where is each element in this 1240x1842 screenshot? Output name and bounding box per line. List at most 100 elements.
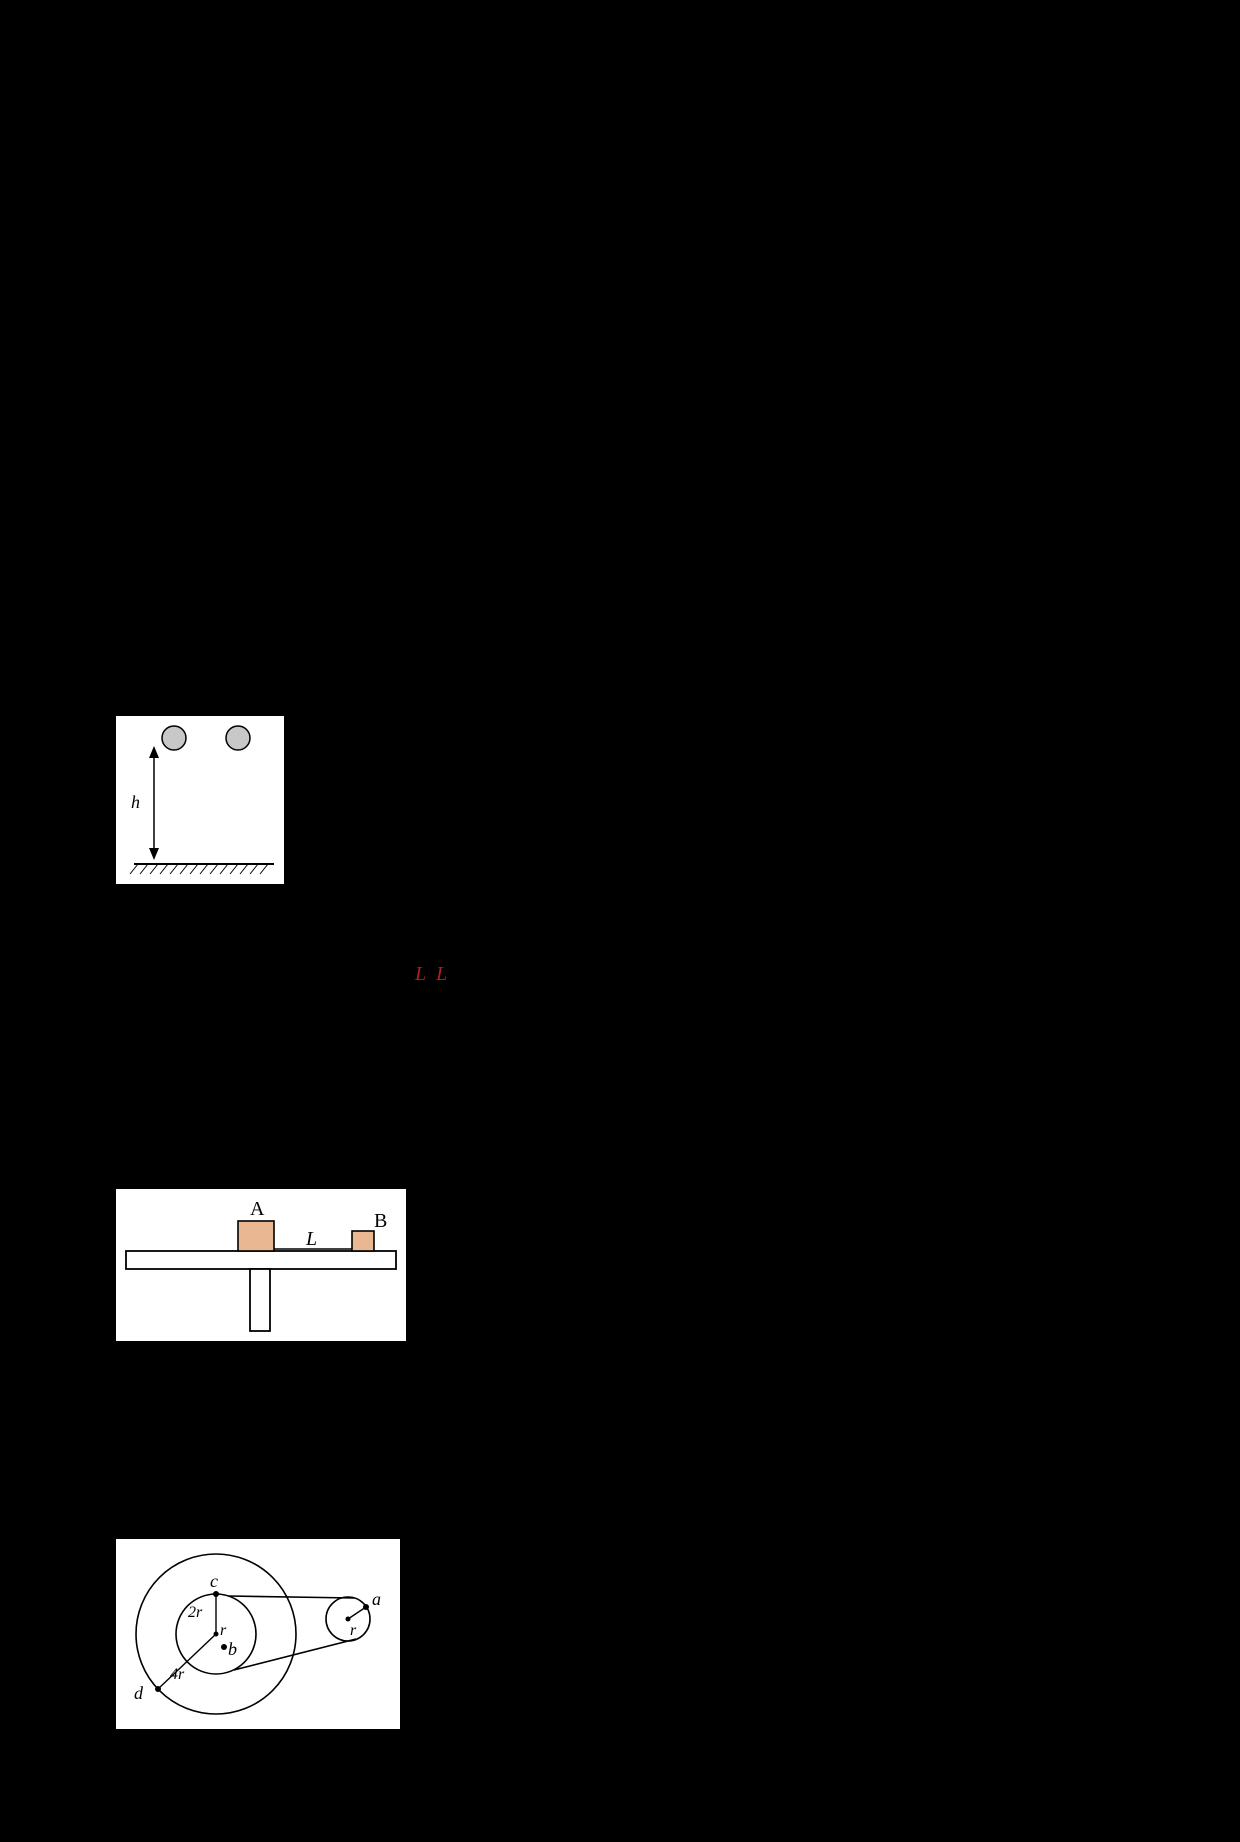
- q11-options: A．1∶2∶4 B．2∶1∶4 C．1∶2∶8 D．4∶2∶1: [115, 1420, 1125, 1496]
- q11-a1: a: [536, 1358, 546, 1380]
- q8-answer: 【答案】AC: [115, 523, 1125, 555]
- q7-options: A．上升过程是减速过程，加速度越来越小；下降过程是加速运动，加速度越来越大 B．…: [115, 175, 1125, 327]
- q8-text: 8．某一时刻 a、b 两物体以不同的速度经过某一点，并沿同一方向做匀加速直线运动…: [115, 377, 1125, 439]
- q10-opt-d: D．B 沿半径方向、远离圆心做离心运动，A 仍随圆盘一起做圆周运动，同时所受摩擦…: [115, 1108, 1125, 1146]
- q11-o1: O₁: [414, 1358, 435, 1380]
- q7-stem: 关于竖直上抛运动，下列说法正确的是（ ）: [145, 144, 545, 166]
- q9-opt-b: B．2s: [368, 635, 621, 673]
- q9-opt-c: C．3s: [620, 635, 873, 673]
- q10-answer-value: D: [195, 1155, 209, 1177]
- label-4r-icon: 4r: [170, 1666, 185, 1683]
- q10-figure-svg: A B L: [116, 1189, 406, 1341]
- question-7: 7．关于竖直上抛运动，下列说法正确的是（ ） A．上升过程是减速过程，加速度越来…: [115, 140, 1125, 363]
- q11-answer-label: 【答案】: [115, 1505, 195, 1527]
- q10-stem-dot: ,: [426, 963, 436, 985]
- q9-text: 9．从同一高度同时以 20 m/s 的速度抛出两小球，一球竖直上抛，另一球竖直下…: [115, 569, 1125, 631]
- q11-2r: 2r: [115, 1389, 133, 1411]
- q8-options: A．a、b 两物体速度之差保持不变 B．a、b 两物体速度之差与时间成正比 C．…: [115, 443, 1125, 519]
- q9-figure-svg: h: [116, 716, 284, 884]
- q8-opt-a: A．a、b 两物体速度之差保持不变: [115, 443, 620, 481]
- q11-t10: ，: [587, 1389, 607, 1411]
- q11-d: d: [765, 1358, 775, 1380]
- q11-opt-a: A．1∶2∶4: [115, 1420, 620, 1458]
- label-d-icon: d: [134, 1683, 144, 1703]
- q10-options: A．两物体均沿切线方向滑动 B．两物体均沿半径方向做远离圆心的运动 C．B 沿半…: [115, 994, 1125, 1146]
- q10-L-1: L: [415, 963, 426, 985]
- q7-opt-d: D．无论在上升过程、下落过程、最高点，物体的加速度都是 g: [115, 289, 1125, 327]
- q10-figure: A B L: [115, 1188, 405, 1340]
- q8-opt-c: C．a、b 两物体位移之差与时间成正比: [115, 481, 620, 519]
- label-2r-icon: 2r: [188, 1604, 203, 1621]
- q9-options: A．1s B．2s C．3s D．4s: [115, 635, 1125, 673]
- q9-opt-a: A．1s: [115, 635, 368, 673]
- q9-number: 9．: [115, 573, 145, 595]
- q11-answer-value: B: [195, 1505, 208, 1527]
- q11-t0: 如图所示的皮带传动装置中，: [154, 1358, 414, 1380]
- question-10: 10．如图所示，在匀速转动的水平圆盘上，沿半径方向放着用细线相连的质量相等的两物…: [115, 897, 1125, 1340]
- q10-number: 10．: [115, 901, 155, 923]
- q11-t6: ，: [1082, 1358, 1102, 1380]
- q11-t11: 之比为（ ）: [637, 1389, 762, 1411]
- label-L-icon: L: [305, 1228, 317, 1250]
- q8-answer-value: AC: [195, 528, 223, 550]
- q9-answer-value: D: [195, 682, 209, 704]
- question-8: 8．某一时刻 a、b 两物体以不同的速度经过某一点，并沿同一方向做匀加速直线运动…: [115, 377, 1125, 555]
- q11-t5: ，已知它们离转动轴的距离分别为: [775, 1358, 1075, 1380]
- q11-figure-svg: c b a d 2r r 4r r: [116, 1539, 400, 1729]
- q8-stem: 某一时刻 a、b 两物体以不同的速度经过某一点，并沿同一方向做匀加速直线运动，已…: [115, 381, 1114, 434]
- q11-c: c: [736, 1358, 745, 1380]
- q11-t2: 处装置着三个钢球: [546, 1358, 706, 1380]
- label-b-icon: b: [228, 1639, 237, 1659]
- q10-answer-label: 【答案】: [115, 1155, 195, 1177]
- q11-text: 11．如图所示的皮带传动装置中，O₁为主动轮，a处装置着三个钢球a，c，d，已知…: [115, 1354, 1125, 1416]
- q10-opt-a: A．两物体均沿切线方向滑动: [115, 994, 1125, 1032]
- question-11: 11．如图所示的皮带传动装置中，O₁为主动轮，a处装置着三个钢球a，c，d，已知…: [115, 1354, 1125, 1728]
- label-B-icon: B: [374, 1210, 387, 1232]
- q7-answer: 【答案】D: [115, 331, 1125, 363]
- q7-opt-b: B．上升时加速度小于下降时加速度: [115, 213, 1125, 251]
- q8-opt-b: B．a、b 两物体速度之差与时间成正比: [620, 443, 1125, 481]
- q11-t8: ，皮带不打滑，则这三个球的向心加速度: [171, 1389, 531, 1411]
- label-a-icon: a: [372, 1589, 381, 1609]
- q10-stem-2: 为 AB 间连线长度） （ ）: [447, 963, 690, 985]
- q11-ac: a𝑐: [566, 1389, 586, 1411]
- q9-answer: 【答案】D: [115, 677, 1125, 709]
- label-h-icon: h: [131, 792, 140, 812]
- q10-text: 10．如图所示，在匀速转动的水平圆盘上，沿半径方向放着用细线相连的质量相等的两物…: [115, 897, 1125, 990]
- q9-opt-d: D．4s: [873, 635, 1126, 673]
- q7-text: 7．关于竖直上抛运动，下列说法正确的是（ ）: [115, 140, 1125, 171]
- label-r-icon: r: [220, 1622, 227, 1639]
- q7-answer-label: 【答案】: [115, 336, 195, 358]
- q10-L-2: L: [436, 963, 447, 985]
- q11-figure: c b a d 2r r 4r r: [115, 1538, 399, 1728]
- q7-answer-value: D: [195, 336, 209, 358]
- q9-answer-label: 【答案】: [115, 682, 195, 704]
- q11-t1: 为主动轮，: [436, 1358, 536, 1380]
- q11-t3: ，: [716, 1358, 736, 1380]
- question-9: 9．从同一高度同时以 20 m/s 的速度抛出两小球，一球竖直上抛，另一球竖直下…: [115, 569, 1125, 883]
- q9-stem: 从同一高度同时以 20 m/s 的速度抛出两小球，一球竖直上抛，另一球竖直下抛。…: [115, 573, 1109, 626]
- q7-opt-a: A．上升过程是减速过程，加速度越来越小；下降过程是加速运动，加速度越来越大: [115, 175, 1125, 213]
- q11-answer: 【答案】B: [115, 1500, 1125, 1532]
- q11-a2: a: [706, 1358, 716, 1380]
- q8-answer-label: 【答案】: [115, 528, 195, 550]
- q8-opt-d: D．a、b 两物体位移之差与时间平方成正比: [620, 481, 1125, 519]
- q11-opt-c: C．1∶2∶8: [115, 1458, 620, 1496]
- q11-opt-d: D．4∶2∶1: [620, 1458, 1125, 1496]
- q11-ad: a_d: [607, 1389, 637, 1411]
- q7-number: 7．: [115, 144, 145, 166]
- q11-opt-b: B．2∶1∶4: [620, 1420, 1125, 1458]
- q11-t9: ，: [546, 1389, 566, 1411]
- q11-aa: aₐ: [531, 1389, 547, 1411]
- q10-opt-c: C．B 沿半径方向、远离圆心做近心运动，A 仍随圆盘一起做圆周运动: [115, 1070, 1125, 1108]
- q11-4r: 4r: [153, 1389, 171, 1411]
- q10-answer: 【答案】D: [115, 1150, 1125, 1182]
- q9-figure: h: [115, 715, 283, 883]
- q8-number: 8．: [115, 381, 145, 403]
- q11-number: 11．: [115, 1358, 154, 1380]
- q7-opt-c: C．在最高点速度为零，加速度也为零: [115, 251, 1125, 289]
- label-rs-icon: r: [350, 1622, 357, 1639]
- label-c-icon: c: [210, 1571, 218, 1591]
- label-A-icon: A: [250, 1198, 265, 1220]
- q11-t4: ，: [745, 1358, 765, 1380]
